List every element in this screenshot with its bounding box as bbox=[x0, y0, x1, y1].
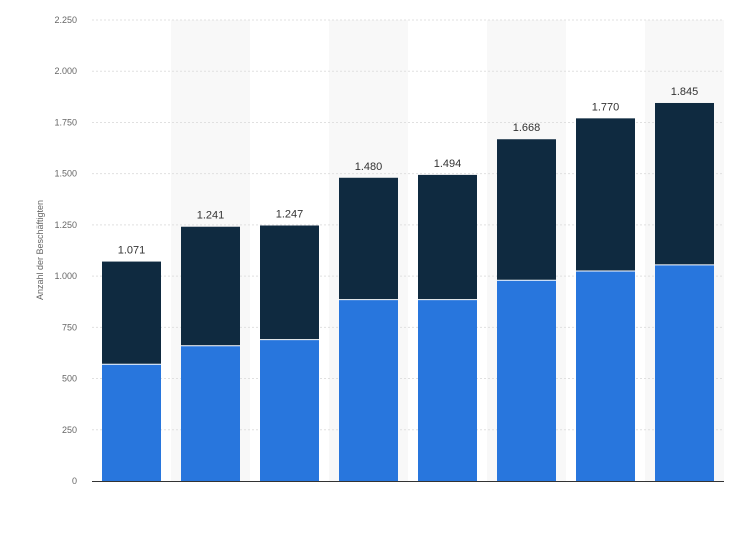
bar-segment-lower bbox=[181, 345, 240, 481]
data-label-total: 1.241 bbox=[197, 210, 225, 222]
y-tick-label: 1.750 bbox=[54, 117, 77, 127]
bar-segment-lower bbox=[655, 264, 714, 481]
bar-segment-upper bbox=[339, 177, 398, 300]
bar-segment-lower bbox=[260, 339, 319, 481]
bar-segment-lower bbox=[497, 280, 556, 481]
bar-segment-upper bbox=[102, 261, 161, 365]
bar-segment-upper bbox=[576, 118, 635, 271]
y-tick-label: 250 bbox=[62, 425, 77, 435]
y-tick-label: 1.500 bbox=[54, 169, 77, 179]
bar-segment-lower bbox=[576, 270, 635, 481]
y-tick-label: 1.250 bbox=[54, 220, 77, 230]
data-label-total: 1.480 bbox=[355, 161, 383, 173]
bar-segment-upper bbox=[418, 174, 477, 300]
y-axis-ticks: 0 250 500 750 1.000 1.250 1.500 1.750 2.000 2.250 bbox=[54, 15, 77, 486]
data-label-total: 1.845 bbox=[671, 86, 699, 98]
data-label-total: 1.668 bbox=[513, 122, 541, 134]
bars bbox=[102, 102, 714, 481]
bar-segment-upper bbox=[655, 102, 714, 265]
bar-segment-lower bbox=[102, 364, 161, 481]
y-tick-label: 2.000 bbox=[54, 66, 77, 76]
y-tick-label: 0 bbox=[72, 476, 77, 486]
data-label-total: 1.494 bbox=[434, 158, 462, 170]
bar-segment-upper bbox=[181, 226, 240, 346]
data-label-total: 1.071 bbox=[118, 245, 146, 257]
total-labels: 1.071 1.241 1.247 1.480 1.494 1.668 1.770 1.845 bbox=[118, 86, 699, 257]
bar-segment-lower bbox=[339, 299, 398, 481]
data-label-total: 1.770 bbox=[592, 101, 620, 113]
bar-segment-upper bbox=[497, 139, 556, 281]
bar-segment-upper bbox=[260, 225, 319, 340]
y-tick-label: 500 bbox=[62, 374, 77, 384]
bar-segment-lower bbox=[418, 299, 477, 481]
y-tick-label: 1.000 bbox=[54, 271, 77, 281]
data-label-total: 1.247 bbox=[276, 209, 304, 221]
y-axis-title: Anzahl der Beschäftigten bbox=[35, 200, 45, 300]
y-tick-label: 750 bbox=[62, 322, 77, 332]
y-tick-label: 2.250 bbox=[54, 15, 77, 25]
